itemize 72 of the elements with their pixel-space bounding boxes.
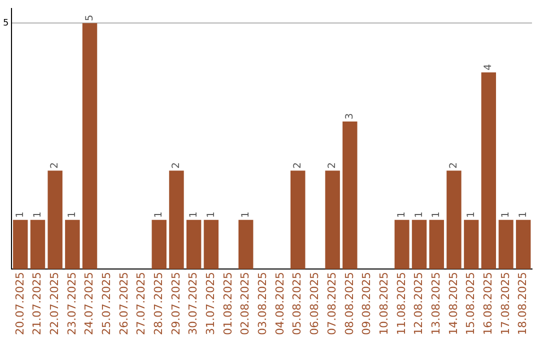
x-tick-label: 22.07.2025 bbox=[48, 272, 61, 336]
x-tick-label: 02.08.2025 bbox=[238, 272, 252, 336]
data-label: 1 bbox=[518, 211, 529, 218]
data-label: 2 bbox=[448, 162, 460, 169]
x-tick-label: 05.08.2025 bbox=[290, 272, 304, 336]
x-tick-label: 23.07.2025 bbox=[65, 272, 78, 336]
bar bbox=[342, 122, 358, 270]
data-label: 4 bbox=[483, 64, 494, 70]
data-label: 1 bbox=[32, 211, 44, 218]
x-tick-label: 03.08.2025 bbox=[256, 272, 270, 336]
data-label: 1 bbox=[240, 211, 252, 218]
bar bbox=[238, 220, 254, 270]
data-label: 1 bbox=[154, 211, 165, 218]
data-label: 5 bbox=[84, 14, 96, 22]
x-tick-label: 14.08.2025 bbox=[446, 272, 460, 336]
bar bbox=[65, 220, 80, 270]
data-label: 1 bbox=[188, 211, 200, 218]
x-tick-label: 01.08.2025 bbox=[221, 272, 234, 336]
bar bbox=[481, 72, 496, 270]
x-tick-label: 18.08.2025 bbox=[516, 272, 530, 336]
x-tick-label: 12.08.2025 bbox=[412, 272, 426, 336]
bar bbox=[186, 220, 202, 270]
x-tick-label: 25.07.2025 bbox=[100, 272, 113, 336]
bar bbox=[30, 220, 46, 270]
x-tick-label: 16.08.2025 bbox=[482, 272, 495, 336]
bar bbox=[48, 170, 62, 270]
bar bbox=[13, 220, 28, 270]
bar bbox=[169, 170, 184, 270]
x-tick-label: 27.07.2025 bbox=[134, 272, 148, 336]
data-label: 1 bbox=[414, 211, 425, 218]
bar bbox=[290, 170, 306, 270]
data-label: 1 bbox=[14, 211, 26, 218]
data-label: 3 bbox=[344, 113, 356, 120]
x-tick-label: 28.07.2025 bbox=[152, 272, 165, 336]
x-tick-label: 06.08.2025 bbox=[308, 272, 322, 336]
bar bbox=[412, 220, 427, 270]
x-tick-label: 31.07.2025 bbox=[204, 272, 218, 336]
data-label: 1 bbox=[67, 211, 78, 218]
bar bbox=[516, 220, 531, 270]
x-tick-label: 07.08.2025 bbox=[325, 272, 338, 336]
data-label: 1 bbox=[466, 211, 477, 218]
bar bbox=[464, 220, 479, 270]
x-tick-label: 24.07.2025 bbox=[82, 272, 96, 336]
bar bbox=[498, 220, 514, 270]
bar bbox=[152, 220, 167, 270]
data-label: 1 bbox=[500, 211, 512, 218]
x-tick-label: 17.08.2025 bbox=[498, 272, 512, 336]
bar bbox=[82, 23, 98, 270]
bar bbox=[429, 220, 444, 270]
x-tick-label: 08.08.2025 bbox=[342, 272, 356, 336]
bar bbox=[446, 170, 462, 270]
bar bbox=[325, 170, 340, 270]
x-tick-label: 04.08.2025 bbox=[273, 272, 286, 336]
data-label: 2 bbox=[327, 162, 338, 169]
x-tick-label: 15.08.2025 bbox=[464, 272, 478, 336]
x-tick-label: 30.07.2025 bbox=[186, 272, 200, 336]
x-tick-label: 10.08.2025 bbox=[377, 272, 390, 336]
bar bbox=[204, 220, 219, 270]
x-tick-label: 11.08.2025 bbox=[394, 272, 408, 336]
data-label: 2 bbox=[171, 162, 182, 169]
data-label: 2 bbox=[292, 162, 304, 169]
x-tick-label: 29.07.2025 bbox=[169, 272, 182, 336]
data-label: 1 bbox=[396, 211, 408, 218]
data-label: 2 bbox=[50, 162, 61, 169]
x-tick-label: 20.07.2025 bbox=[13, 272, 26, 336]
x-tick-label: 13.08.2025 bbox=[429, 272, 442, 336]
bar bbox=[394, 220, 410, 270]
data-label: 1 bbox=[431, 211, 442, 218]
x-tick-label: 26.07.2025 bbox=[117, 272, 130, 336]
x-tick-label: 21.07.2025 bbox=[30, 272, 44, 336]
data-label: 1 bbox=[206, 211, 217, 218]
x-tick-label: 09.08.2025 bbox=[360, 272, 374, 336]
